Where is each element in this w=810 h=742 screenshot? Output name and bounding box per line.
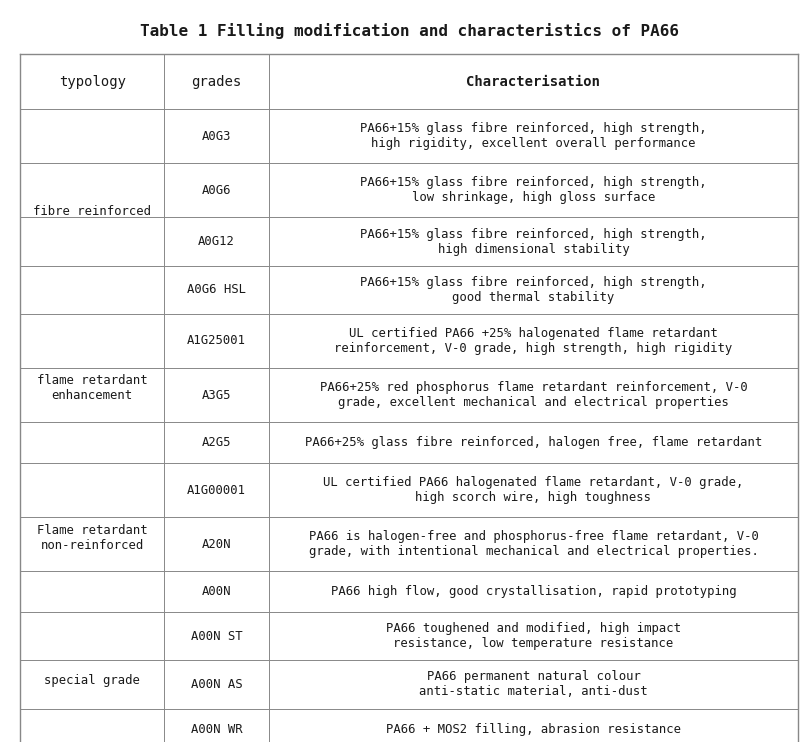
Text: A1G00001: A1G00001	[187, 484, 246, 496]
Bar	[269, 368, 798, 422]
Bar	[164, 571, 269, 612]
Text: A0G12: A0G12	[198, 235, 235, 248]
Text: PA66+15% glass fibre reinforced, high strength,
good thermal stability: PA66+15% glass fibre reinforced, high st…	[360, 276, 707, 303]
Bar	[20, 612, 164, 742]
Bar	[164, 709, 269, 742]
Text: A00N: A00N	[202, 585, 232, 598]
Text: PA66 is halogen-free and phosphorus-free flame retardant, V-0
grade, with intent: PA66 is halogen-free and phosphorus-free…	[309, 531, 758, 558]
Text: A3G5: A3G5	[202, 389, 232, 401]
Bar	[269, 517, 798, 571]
Bar	[164, 217, 269, 266]
Text: A0G3: A0G3	[202, 130, 232, 142]
Text: PA66+25% glass fibre reinforced, halogen free, flame retardant: PA66+25% glass fibre reinforced, halogen…	[305, 436, 762, 449]
Text: UL certified PA66 halogenated flame retardant, V-0 grade,
high scorch wire, high: UL certified PA66 halogenated flame reta…	[323, 476, 744, 504]
Bar	[20, 109, 164, 314]
Bar	[269, 571, 798, 612]
Text: A20N: A20N	[202, 538, 232, 551]
Text: A0G6 HSL: A0G6 HSL	[187, 283, 246, 296]
Bar	[269, 109, 798, 163]
Text: Table 1 Filling modification and characteristics of PA66: Table 1 Filling modification and charact…	[139, 23, 679, 39]
Text: Flame retardant
non-reinforced: Flame retardant non-reinforced	[37, 524, 147, 551]
Text: A0G6: A0G6	[202, 184, 232, 197]
Bar	[164, 463, 269, 517]
Text: PA66+25% red phosphorus flame retardant reinforcement, V-0
grade, excellent mech: PA66+25% red phosphorus flame retardant …	[320, 381, 748, 409]
Text: grades: grades	[191, 75, 241, 88]
Bar	[20, 463, 164, 612]
Bar	[269, 422, 798, 463]
Text: PA66+15% glass fibre reinforced, high strength,
high rigidity, excellent overall: PA66+15% glass fibre reinforced, high st…	[360, 122, 707, 150]
Bar	[269, 709, 798, 742]
Bar	[269, 266, 798, 314]
Text: flame retardant
enhancement: flame retardant enhancement	[37, 375, 147, 402]
Bar	[164, 314, 269, 368]
Bar	[269, 163, 798, 217]
Text: A00N AS: A00N AS	[191, 678, 242, 691]
Text: PA66 + MOS2 filling, abrasion resistance: PA66 + MOS2 filling, abrasion resistance	[386, 723, 681, 735]
Text: A00N ST: A00N ST	[191, 630, 242, 643]
Text: A1G25001: A1G25001	[187, 335, 246, 347]
Bar	[20, 314, 164, 463]
Bar	[164, 368, 269, 422]
Bar	[164, 517, 269, 571]
Bar	[20, 54, 798, 109]
Text: typology: typology	[58, 75, 126, 88]
Text: PA66 permanent natural colour
anti-static material, anti-dust: PA66 permanent natural colour anti-stati…	[419, 671, 648, 698]
Bar	[164, 163, 269, 217]
Bar	[269, 314, 798, 368]
Bar	[164, 422, 269, 463]
Text: PA66+15% glass fibre reinforced, high strength,
high dimensional stability: PA66+15% glass fibre reinforced, high st…	[360, 228, 707, 255]
Bar	[269, 217, 798, 266]
Text: PA66 toughened and modified, high impact
resistance, low temperature resistance: PA66 toughened and modified, high impact…	[386, 623, 681, 650]
Text: UL certified PA66 +25% halogenated flame retardant
reinforcement, V-0 grade, hig: UL certified PA66 +25% halogenated flame…	[335, 327, 732, 355]
Text: PA66+15% glass fibre reinforced, high strength,
low shrinkage, high gloss surfac: PA66+15% glass fibre reinforced, high st…	[360, 177, 707, 204]
Bar	[164, 612, 269, 660]
Bar	[164, 266, 269, 314]
Text: fibre reinforced: fibre reinforced	[33, 205, 151, 218]
Bar	[164, 109, 269, 163]
Text: A00N WR: A00N WR	[191, 723, 242, 735]
Text: special grade: special grade	[45, 674, 140, 687]
Text: A2G5: A2G5	[202, 436, 232, 449]
Text: PA66 high flow, good crystallisation, rapid prototyping: PA66 high flow, good crystallisation, ra…	[330, 585, 736, 598]
Bar	[269, 660, 798, 709]
Bar	[164, 660, 269, 709]
Bar	[269, 612, 798, 660]
Text: Characterisation: Characterisation	[467, 75, 600, 88]
Bar	[269, 463, 798, 517]
